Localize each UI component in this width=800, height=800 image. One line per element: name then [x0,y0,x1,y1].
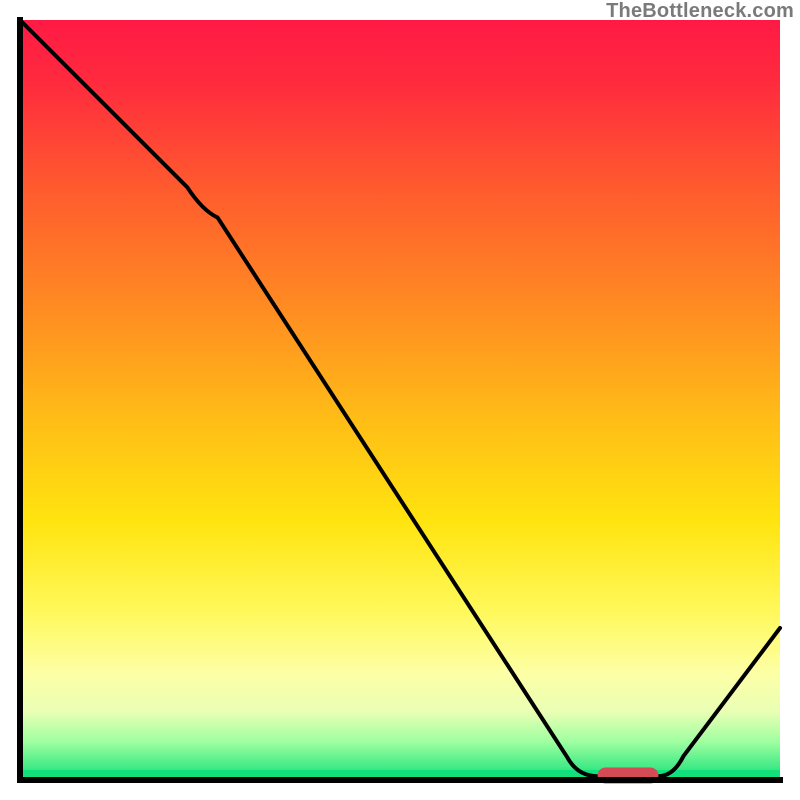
watermark-text: TheBottleneck.com [606,0,794,23]
bottleneck-chart [0,0,800,800]
chart-canvas: TheBottleneck.com [0,0,800,800]
